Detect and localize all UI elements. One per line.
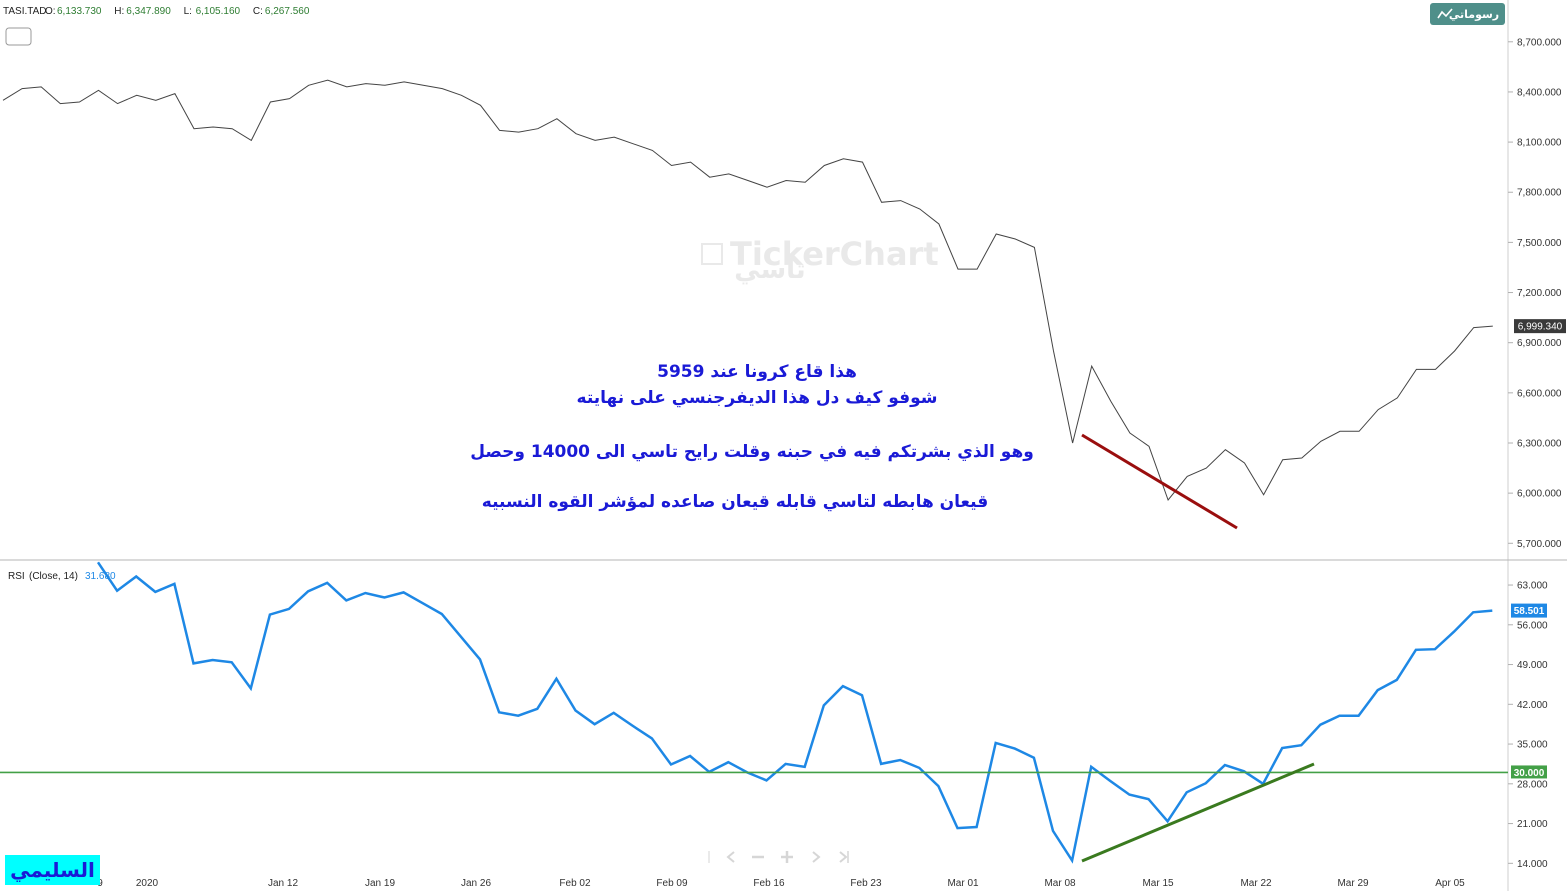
ohlc-value-0: 6,133.730 xyxy=(57,6,102,17)
time-tick-label-8: Feb 23 xyxy=(850,878,882,889)
time-tick-label-9: Mar 01 xyxy=(947,878,979,889)
price-tick-label-9: 8,400.000 xyxy=(1517,87,1562,98)
rsi-header-params: (Close, 14) xyxy=(29,571,78,582)
drawings-button[interactable]: رسوماتي xyxy=(1430,3,1505,25)
rsi-value-tag: 58.501 xyxy=(1511,603,1547,618)
time-tick-label-14: Apr 05 xyxy=(1435,878,1465,889)
time-tick-label-5: Feb 02 xyxy=(559,878,591,889)
annotation-line-3: وهو الذي بشرتكم فيه في حبنه وقلت رايح تا… xyxy=(470,442,1034,462)
level-value-tag: 30.000 xyxy=(1511,765,1547,779)
ohlc-label-1: H: xyxy=(114,6,124,17)
rsi-tick-label-5: 49.000 xyxy=(1517,660,1548,671)
price-tick-label-8: 8,100.000 xyxy=(1517,138,1562,149)
annotation-line-1: هذا قاع كرونا عند 5959 xyxy=(657,362,857,382)
rsi-header-name: RSI xyxy=(8,571,25,582)
ohlc-value-3: 6,267.560 xyxy=(265,6,310,17)
drawings-button-label: رسوماتي xyxy=(1449,8,1499,21)
ohlc-values: O: 6,133.730 H: 6,347.890 L: 6,105.160 C: 6,267… xyxy=(45,6,310,17)
price-tick-label-7: 7,800.000 xyxy=(1517,188,1562,199)
chart-header: TASI.TAD O: 6,133.730 H: 6,347.890 L: 6,105.1… xyxy=(3,6,310,17)
rsi-tick-label-2: 28.000 xyxy=(1517,779,1548,790)
scroll-right-icon[interactable] xyxy=(812,851,821,863)
rsi-tick-label-6: 56.000 xyxy=(1517,620,1548,631)
navigation-controls xyxy=(708,851,849,863)
time-tick-label-4: Jan 26 xyxy=(461,878,491,889)
price-tick-label-6: 7,500.000 xyxy=(1517,238,1562,249)
rsi-last-value: 58.501 xyxy=(1514,606,1545,617)
rsi-tick-label-7: 63.000 xyxy=(1517,581,1548,592)
ohlc-label-0: O: xyxy=(45,6,56,17)
annotation-line-4: قيعان هابطه لتاسي قابله قيعان صاعده لمؤش… xyxy=(482,492,988,512)
time-tick-label-11: Mar 15 xyxy=(1142,878,1174,889)
signature-badge: السليمي xyxy=(5,855,100,885)
rsi-axis: 14.000 21.000 28.000 35.000 42.000 49.000 56.0… xyxy=(1508,581,1548,870)
indicator-toggle-button[interactable] xyxy=(5,27,32,46)
price-tick-label-5: 7,200.000 xyxy=(1517,288,1562,299)
price-series-line xyxy=(2,79,1493,502)
price-axis: 5,700.000 6,000.000 6,300.000 6,600.000 6,90… xyxy=(1508,37,1562,550)
level-value: 30.000 xyxy=(1514,768,1545,779)
rsi-header-value: 31.680 xyxy=(85,571,116,582)
time-axis: 9 2020 Jan 12 Jan 19 Jan 26 Feb 02 Feb 09 Feb 1… xyxy=(97,878,1465,889)
time-tick-label-2: Jan 12 xyxy=(268,878,298,889)
signature-text: السليمي xyxy=(10,858,95,882)
last-price-tag: 6,999.340 xyxy=(1514,319,1566,334)
rsi-tick-label-4: 42.000 xyxy=(1517,700,1548,711)
price-tick-label-2: 6,300.000 xyxy=(1517,438,1562,449)
chart-trend-icon xyxy=(1437,8,1453,19)
time-tick-label-10: Mar 08 xyxy=(1044,878,1076,889)
watermark-brand: TickerChart xyxy=(730,235,939,273)
watermark-arabic: تاسي xyxy=(734,255,805,285)
symbol-label: TASI.TAD xyxy=(3,6,47,17)
watermark-logo-icon xyxy=(701,243,723,265)
price-tick-label-1: 6,000.000 xyxy=(1517,489,1562,500)
watermark: TickerChart تاسي xyxy=(701,235,939,285)
price-tick-label-10: 8,700.000 xyxy=(1517,37,1562,48)
zoom-in-icon[interactable] xyxy=(781,851,793,863)
price-tick-label-3: 6,600.000 xyxy=(1517,388,1562,399)
ohlc-value-2: 6,105.160 xyxy=(196,6,241,17)
last-price-value: 6,999.340 xyxy=(1518,322,1563,333)
time-tick-label-6: Feb 09 xyxy=(656,878,688,889)
ohlc-label-3: C: xyxy=(253,6,263,17)
time-tick-label-3: Jan 19 xyxy=(365,878,395,889)
price-tick-label-0: 5,700.000 xyxy=(1517,539,1562,550)
price-divergence-line[interactable] xyxy=(1081,433,1238,530)
annotation: هذا قاع كرونا عند 5959 شوفو كيف دل هذا ا… xyxy=(470,362,1034,512)
price-tick-label-4: 6,900.000 xyxy=(1517,338,1562,349)
rsi-tick-label-3: 35.000 xyxy=(1517,740,1548,751)
rsi-tick-label-1: 21.000 xyxy=(1517,819,1548,830)
annotation-line-2: شوفو كيف دل هذا الديفرجنسي على نهايته xyxy=(577,388,938,408)
time-tick-label-0: 9 xyxy=(97,878,103,889)
ohlc-value-1: 6,347.890 xyxy=(126,6,171,17)
time-tick-label-13: Mar 29 xyxy=(1337,878,1369,889)
scroll-left-icon[interactable] xyxy=(726,851,735,863)
rsi-divergence-line[interactable] xyxy=(1081,762,1315,863)
scroll-end-icon[interactable] xyxy=(839,851,849,863)
ohlc-label-2: L: xyxy=(184,6,192,17)
time-tick-label-7: Feb 16 xyxy=(753,878,785,889)
rsi-series-line xyxy=(96,561,1493,864)
time-tick-label-12: Mar 22 xyxy=(1240,878,1272,889)
time-tick-label-1: 2020 xyxy=(136,878,159,889)
rsi-tick-label-0: 14.000 xyxy=(1517,859,1548,870)
rsi-header: RSI (Close, 14) 31.680 xyxy=(8,571,116,582)
